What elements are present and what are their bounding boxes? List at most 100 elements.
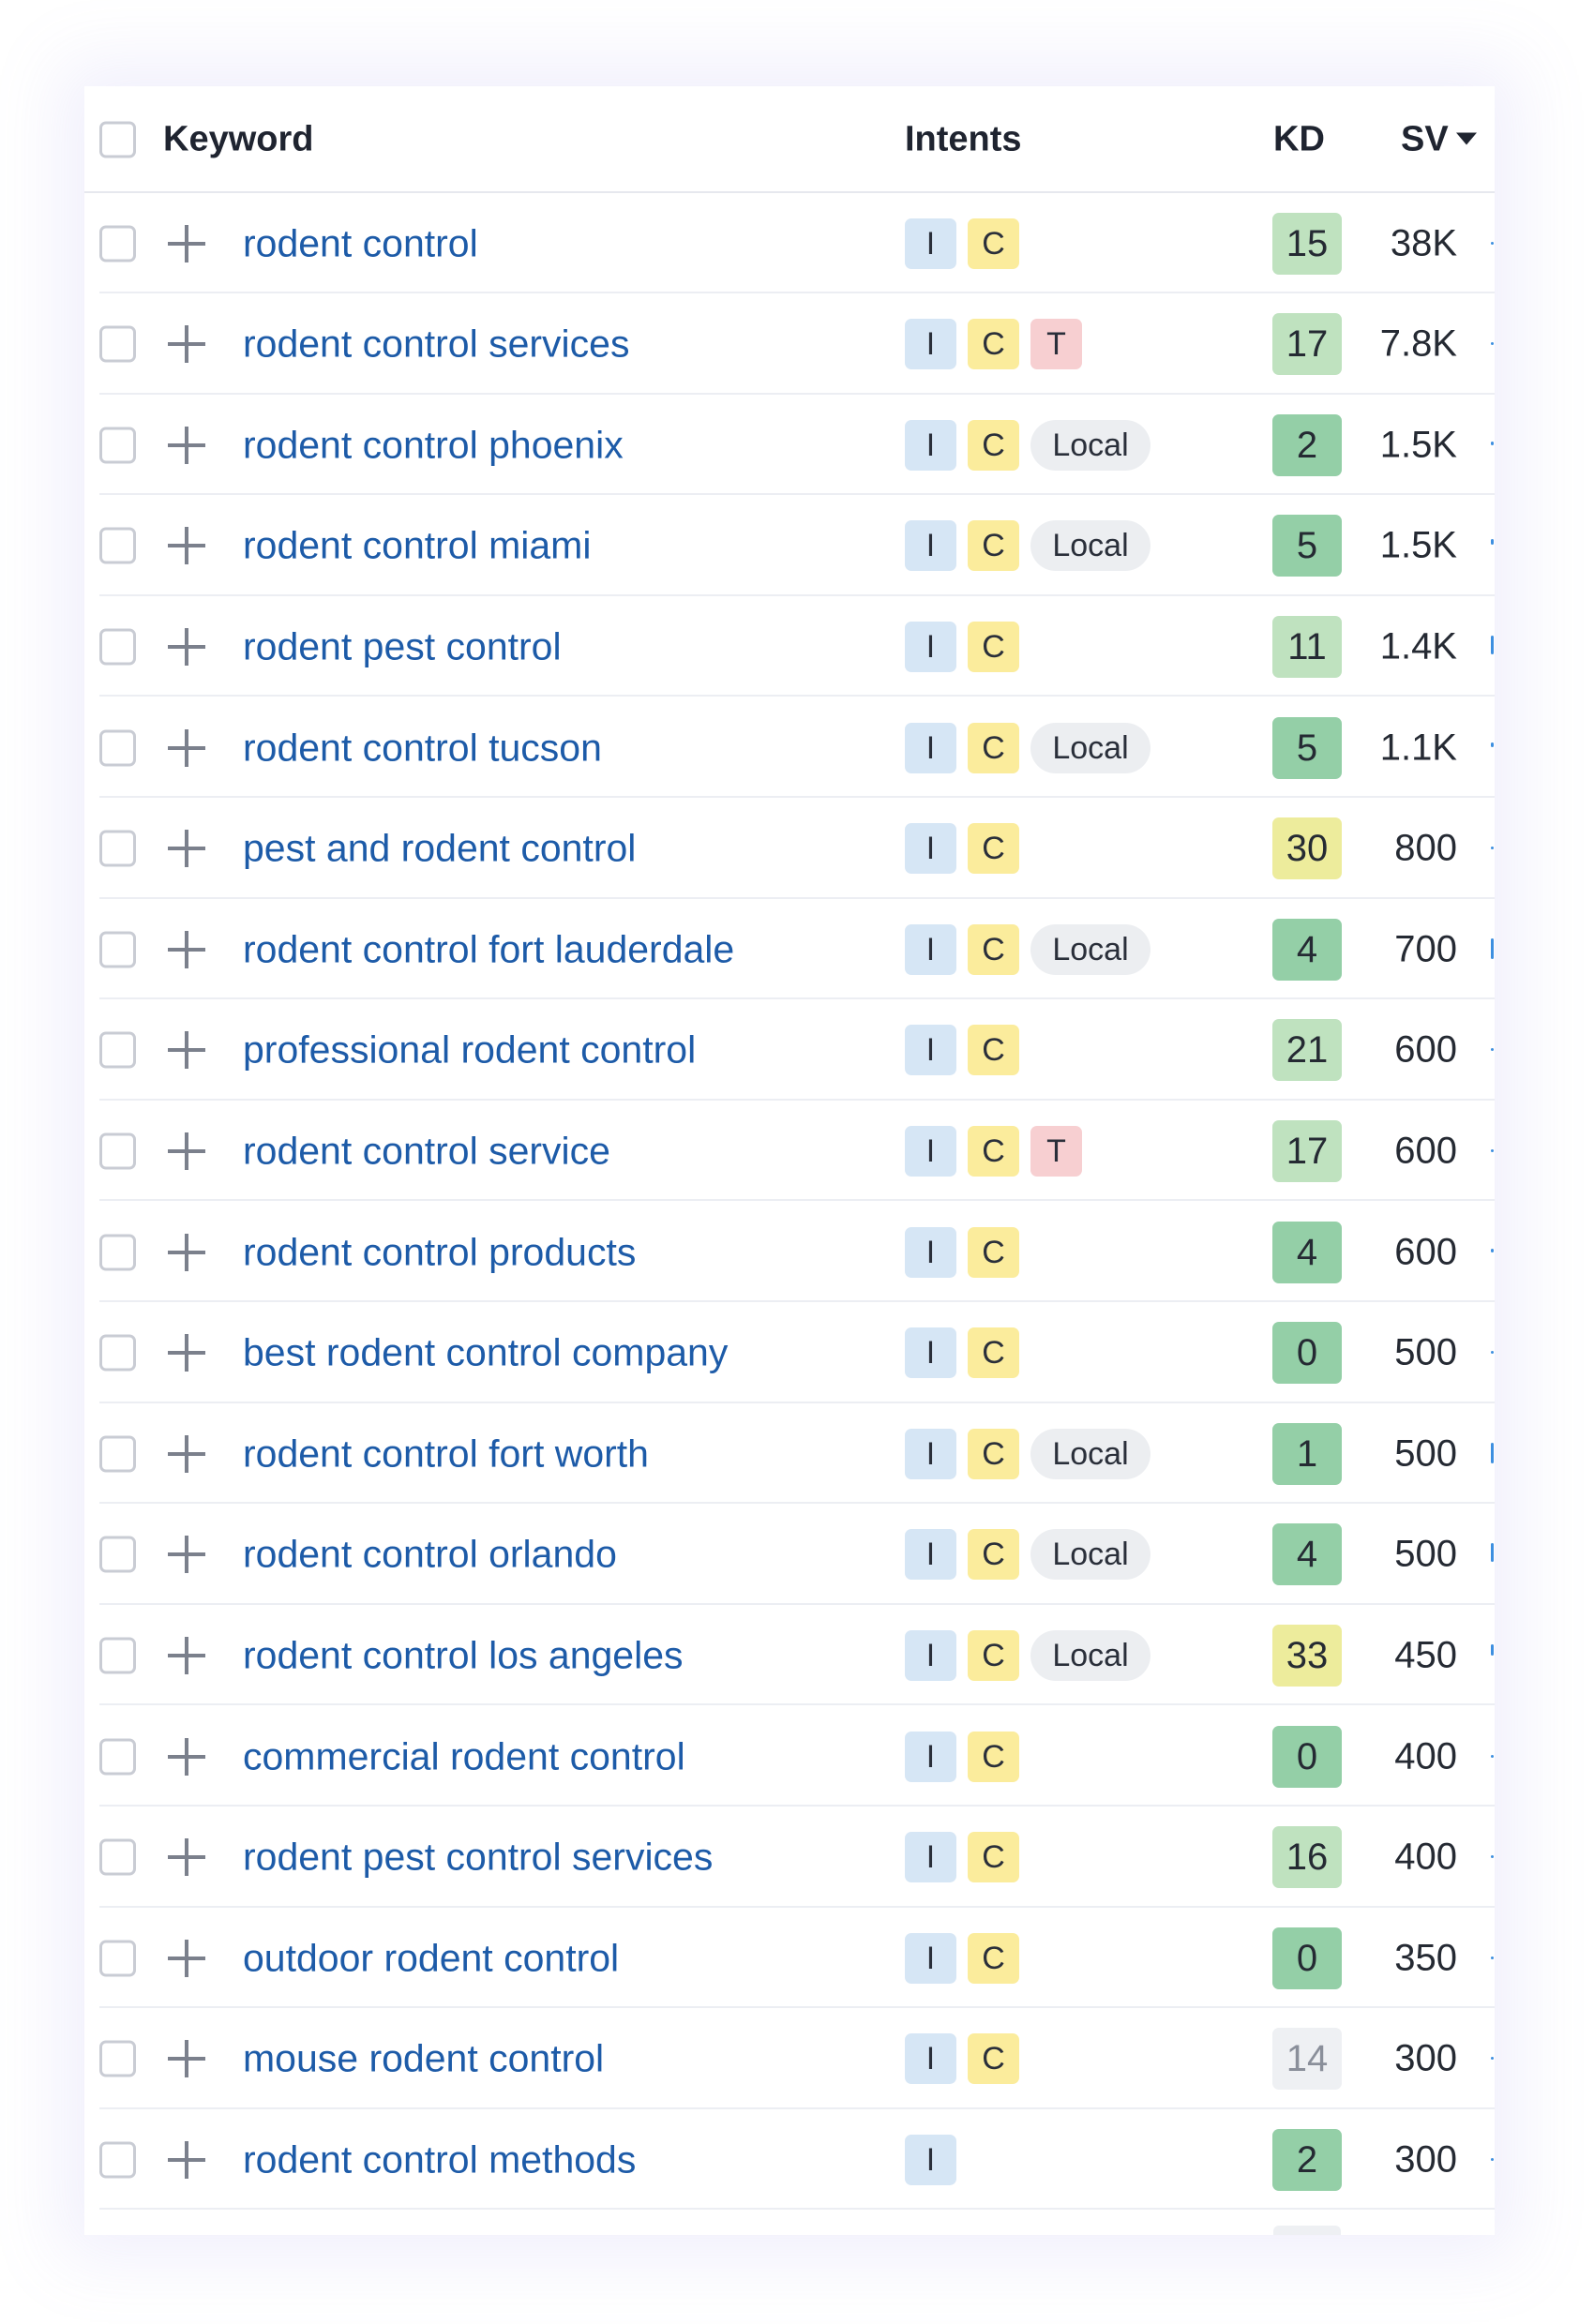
row-checkbox[interactable] [99, 1637, 136, 1674]
kd-badge: 33 [1272, 1624, 1342, 1687]
row-checkbox[interactable] [99, 1031, 136, 1069]
keyword-column-header[interactable]: Keyword [163, 119, 314, 159]
keyword-link[interactable]: outdoor rodent control [243, 1936, 620, 1980]
row-checkbox[interactable] [99, 427, 136, 464]
add-keyword-plus-icon[interactable] [168, 2040, 205, 2078]
keyword-link[interactable]: rodent control orlando [243, 1532, 617, 1576]
intent-commercial-tag: C [968, 823, 1019, 875]
add-keyword-plus-icon[interactable] [168, 1031, 205, 1070]
add-keyword-plus-icon[interactable] [168, 830, 205, 868]
keyword-link[interactable]: rodent control tucson [243, 726, 602, 769]
keyword-link[interactable]: rodent control products [243, 1230, 637, 1273]
add-keyword-plus-icon[interactable] [168, 224, 205, 262]
add-keyword-plus-icon[interactable] [168, 1334, 205, 1372]
keyword-link[interactable]: rodent control [243, 221, 478, 264]
row-checkbox[interactable] [99, 225, 136, 262]
row-checkbox[interactable] [99, 1940, 136, 1977]
sv-column-header[interactable]: SV [1401, 120, 1477, 160]
local-serp-tag: Local [1030, 923, 1150, 975]
row-checkbox[interactable] [99, 1435, 136, 1473]
search-volume: 38K [1390, 222, 1457, 263]
intent-informational-tag: I [905, 1125, 956, 1177]
intents-column-header[interactable]: Intents [905, 119, 1022, 159]
search-volume: 600 [1394, 1130, 1457, 1172]
kd-badge: 0 [1272, 1927, 1342, 1989]
keyword-link[interactable]: rodent control fort lauderdale [243, 927, 735, 971]
intent-informational-tag: I [905, 2033, 956, 2085]
add-keyword-plus-icon[interactable] [168, 1233, 205, 1271]
add-keyword-plus-icon[interactable] [168, 1536, 205, 1574]
sv-column-label: SV [1401, 119, 1449, 159]
add-keyword-plus-icon[interactable] [168, 325, 205, 364]
add-keyword-plus-icon[interactable] [168, 728, 205, 767]
add-keyword-plus-icon[interactable] [168, 2140, 205, 2179]
keyword-link[interactable]: rodent control services [243, 322, 630, 366]
kd-badge: 30 [1272, 817, 1342, 880]
table-row: rodent pest control services I C 16 400 [84, 1807, 1495, 1908]
trend-sparkline-tick [1491, 1855, 1494, 1859]
intent-transactional-tag: T [1030, 1125, 1082, 1177]
keyword-link[interactable]: pest and rodent control [243, 826, 637, 870]
keyword-link[interactable]: best rodent control company [243, 1330, 729, 1374]
add-keyword-plus-icon[interactable] [168, 1838, 205, 1877]
kd-column-header[interactable]: KD [1273, 119, 1325, 159]
keyword-link[interactable]: rodent control service [243, 1129, 610, 1173]
keyword-link[interactable]: professional rodent control [243, 1027, 697, 1072]
table-row: rodent control tucson I C Local 5 1.1K [84, 697, 1495, 798]
row-checkbox[interactable] [99, 1234, 136, 1270]
row-checkbox[interactable] [99, 931, 136, 968]
table-row: rodent control fort worth I C Local 1 500 [84, 1403, 1495, 1505]
row-checkbox[interactable] [99, 2040, 136, 2077]
row-divider [99, 292, 1495, 293]
row-checkbox[interactable] [99, 628, 136, 666]
add-keyword-plus-icon[interactable] [168, 1636, 205, 1674]
row-checkbox[interactable] [99, 1132, 136, 1170]
keyword-link[interactable]: rodent control los angeles [243, 1633, 684, 1677]
row-checkbox[interactable] [99, 1334, 136, 1372]
row-divider [99, 1098, 1495, 1101]
keyword-link[interactable]: rodent control methods [243, 2137, 637, 2182]
trend-sparkline-fragment [1491, 1039, 1495, 1061]
trend-sparkline-tick [1491, 1956, 1494, 1959]
row-checkbox[interactable] [99, 325, 136, 363]
search-volume: 400 [1394, 1735, 1457, 1777]
keyword-link[interactable]: rodent control phoenix [243, 423, 624, 467]
trend-sparkline-fragment [1491, 737, 1495, 759]
add-keyword-plus-icon[interactable] [168, 1434, 205, 1473]
intent-commercial-tag: C [968, 1428, 1019, 1479]
keyword-link[interactable]: commercial rodent control [243, 1734, 685, 1777]
add-keyword-plus-icon[interactable] [168, 930, 205, 968]
select-all-checkbox[interactable] [99, 121, 136, 158]
keyword-link[interactable]: rodent control miami [243, 523, 592, 567]
row-checkbox[interactable] [99, 1536, 136, 1573]
add-keyword-plus-icon[interactable] [168, 627, 205, 666]
add-keyword-plus-icon[interactable] [168, 527, 205, 565]
intent-commercial-tag: C [968, 419, 1019, 471]
table-row: rodent control products I C 4 600 [84, 1202, 1495, 1302]
row-divider [99, 1300, 1495, 1302]
kd-badge: 11 [1272, 615, 1342, 678]
add-keyword-plus-icon[interactable] [168, 426, 205, 464]
keyword-link[interactable]: rodent control fort worth [243, 1432, 649, 1476]
keyword-link[interactable]: mouse rodent control [243, 2036, 605, 2080]
intent-informational-tag: I [905, 1629, 956, 1681]
keyword-link[interactable]: rodent pest control [243, 624, 562, 668]
row-checkbox[interactable] [99, 729, 136, 766]
row-checkbox[interactable] [99, 527, 136, 564]
intent-informational-tag: I [905, 1327, 956, 1379]
add-keyword-plus-icon[interactable] [168, 1737, 205, 1776]
add-keyword-plus-icon[interactable] [168, 1939, 205, 1977]
trend-sparkline-tick [1491, 1248, 1494, 1252]
trend-sparkline-fragment [1491, 1543, 1495, 1566]
row-checkbox[interactable] [99, 830, 136, 867]
add-keyword-plus-icon[interactable] [168, 1132, 205, 1170]
kd-badge: 17 [1272, 1119, 1342, 1182]
row-checkbox[interactable] [99, 1738, 136, 1775]
kd-badge: 0 [1272, 1725, 1342, 1788]
table-row: outdoor rodent control I C 0 350 [84, 1908, 1495, 2009]
row-checkbox[interactable] [99, 1838, 136, 1876]
intent-informational-tag: I [905, 1832, 956, 1883]
row-divider [99, 593, 1495, 596]
row-checkbox[interactable] [99, 2141, 136, 2179]
keyword-link[interactable]: rodent pest control services [243, 1835, 714, 1879]
